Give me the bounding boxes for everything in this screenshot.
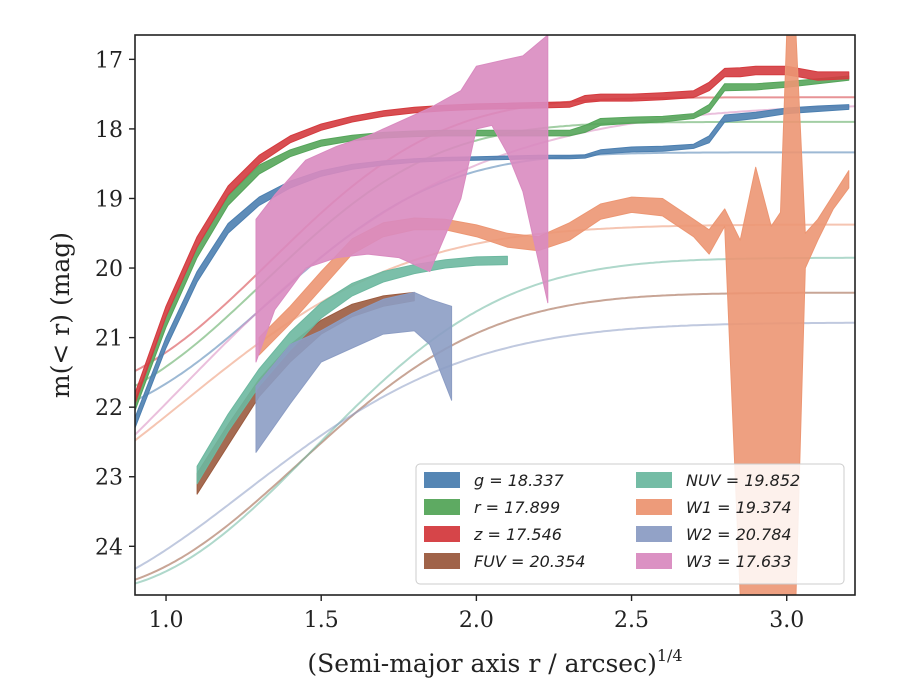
y-tick-label: 21 (95, 327, 123, 352)
legend-label-g: g = 18.337 (474, 471, 565, 490)
band-w3 (255, 35, 549, 363)
y-tick-label: 23 (95, 466, 123, 491)
legend-swatch-nuv (636, 472, 672, 488)
band-z (135, 65, 850, 405)
legend-label-w3: W3 = 17.633 (686, 552, 792, 571)
x-axis-label-exponent: 1/4 (657, 646, 683, 665)
y-tick-label: 22 (95, 396, 123, 421)
x-tick-label: 3.0 (769, 608, 804, 633)
y-tick-label: 19 (95, 187, 123, 212)
x-axis-label: (Semi-major axis r / arcsec)1/4 (307, 646, 682, 678)
legend-swatch-g (424, 472, 460, 488)
legend-swatch-r (424, 499, 460, 515)
y-tick-label: 20 (95, 257, 123, 282)
legend-swatch-w2 (636, 526, 672, 542)
legend-label-w2: W2 = 20.784 (686, 525, 792, 544)
legend-label-w1: W1 = 19.374 (686, 498, 792, 517)
y-tick-label: 24 (95, 535, 123, 560)
legend-box (415, 463, 845, 585)
legend-swatch-fuv (424, 553, 460, 569)
y-axis-label: m(< r) (mag) (46, 232, 75, 398)
y-axis-ticks: 17 18 19 20 21 22 23 24 (95, 48, 135, 560)
band-w2 (255, 291, 453, 453)
legend: g = 18.337 r = 17.899 z = 17.546 FUV = 20.3… (415, 463, 845, 585)
legend-label-fuv: FUV = 20.354 (474, 552, 585, 571)
legend-label-r: r = 17.899 (474, 498, 560, 517)
x-tick-label: 1.5 (304, 608, 339, 633)
x-tick-label: 1.0 (149, 608, 184, 633)
legend-swatch-z (424, 526, 460, 542)
legend-label-nuv: NUV = 19.852 (686, 471, 800, 490)
y-tick-label: 18 (95, 118, 123, 143)
legend-swatch-w3 (636, 553, 672, 569)
x-axis-label-main: (Semi-major axis r / arcsec) (307, 649, 656, 678)
y-tick-label: 17 (95, 48, 123, 73)
x-tick-label: 2.5 (614, 608, 649, 633)
x-tick-label: 2.0 (459, 608, 494, 633)
legend-swatch-w1 (636, 499, 672, 515)
band-nuv (196, 255, 508, 485)
legend-label-z: z = 17.546 (473, 525, 562, 544)
plot-frame (134, 34, 856, 596)
x-axis-ticks: 1.0 1.5 2.0 2.5 3.0 (149, 595, 804, 633)
